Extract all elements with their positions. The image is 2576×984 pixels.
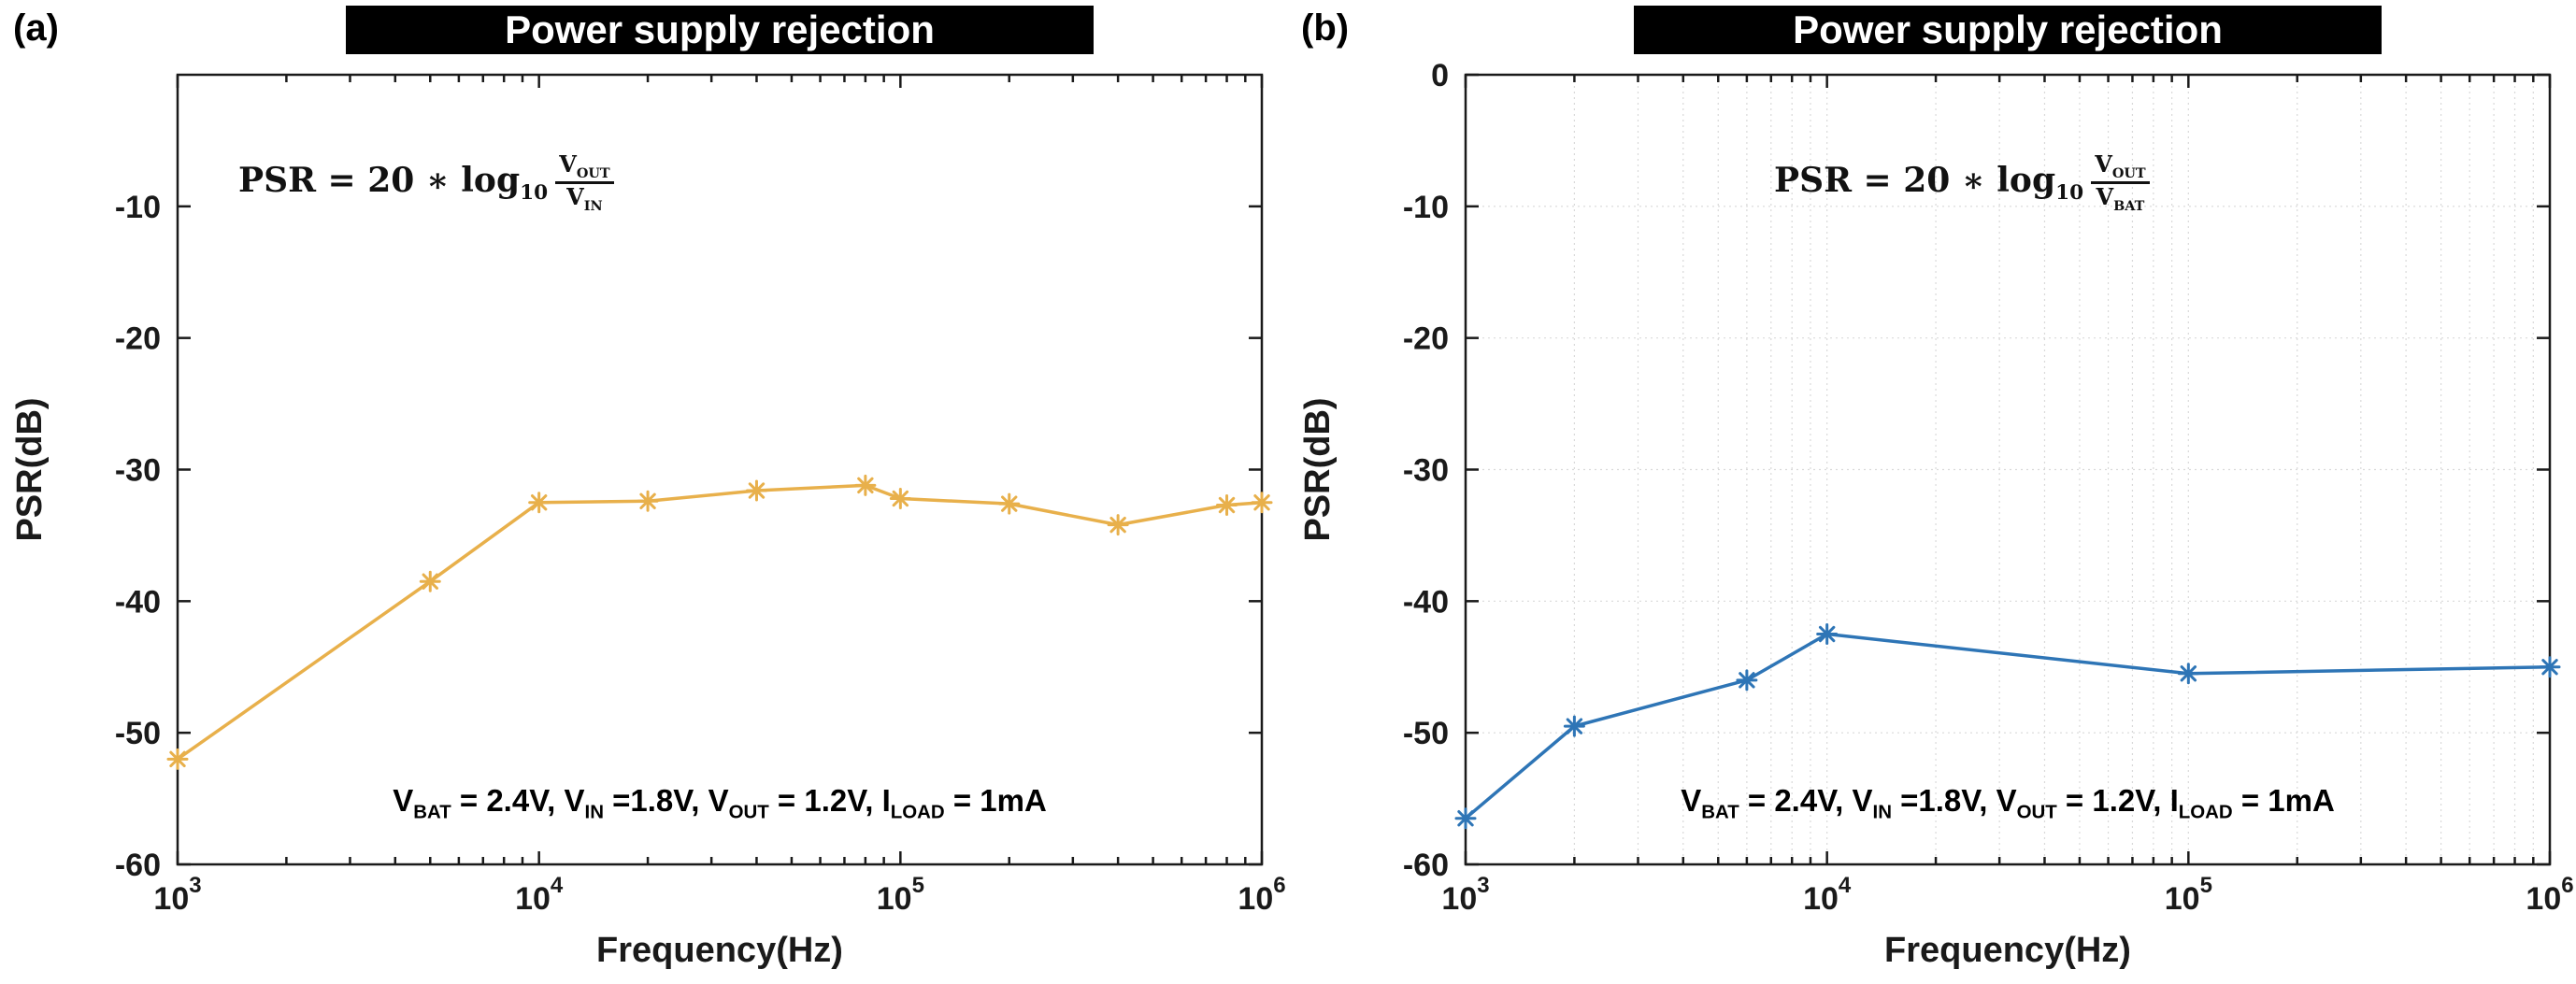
svg-text:106: 106 bbox=[2526, 873, 2573, 917]
panel-b: (b) Power supply rejection 103 104 105 106 0… bbox=[1288, 0, 2576, 984]
svg-text:105: 105 bbox=[2165, 873, 2212, 917]
panel-label-b: (b) bbox=[1301, 7, 1350, 49]
svg-text:PSR(dB): PSR(dB) bbox=[1298, 397, 1338, 541]
svg-text:-20: -20 bbox=[1403, 321, 1449, 357]
svg-text:104: 104 bbox=[1803, 873, 1852, 917]
svg-text:-30: -30 bbox=[115, 453, 161, 489]
svg-text:106: 106 bbox=[1238, 873, 1285, 917]
psr-formula-b: PSR = 20 ∗ log10 VOUT VBAT bbox=[1774, 151, 2150, 215]
svg-text:-40: -40 bbox=[1403, 584, 1449, 620]
svg-text:-10: -10 bbox=[115, 190, 161, 225]
svg-text:-60: -60 bbox=[1403, 848, 1449, 883]
svg-text:-40: -40 bbox=[115, 584, 161, 620]
svg-text:Frequency(Hz): Frequency(Hz) bbox=[596, 931, 843, 970]
svg-text:Frequency(Hz): Frequency(Hz) bbox=[1884, 931, 2131, 970]
svg-text:105: 105 bbox=[877, 873, 924, 917]
test-conditions-b: VBAT = 2.4V, VIN =1.8V, VOUT = 1.2V, ILO… bbox=[1681, 783, 2335, 823]
svg-text:103: 103 bbox=[1441, 873, 1489, 917]
psr-chart-a: 103 104 105 106 -10 -20 -30 -40 -50 -60 Frequency(… bbox=[10, 73, 1286, 970]
svg-text:0: 0 bbox=[1431, 58, 1449, 93]
psr-formula-a: PSR = 20 ∗ log10 VOUT VIN bbox=[238, 151, 614, 215]
svg-text:103: 103 bbox=[153, 873, 201, 917]
psr-chart-b: 103 104 105 106 0 -10 -20 -30 -40 -50 -60 Frequency… bbox=[1298, 58, 2574, 970]
svg-text:-10: -10 bbox=[1403, 190, 1449, 225]
test-conditions-a: VBAT = 2.4V, VIN =1.8V, VOUT = 1.2V, ILO… bbox=[393, 783, 1047, 823]
svg-text:-50: -50 bbox=[1403, 716, 1449, 751]
chart-title-b: Power supply rejection bbox=[1634, 6, 2382, 54]
panel-a: (a) Power supply rejection 103 104 105 106 -… bbox=[10, 6, 1286, 970]
svg-text:PSR(dB): PSR(dB) bbox=[10, 397, 50, 541]
svg-text:-60: -60 bbox=[115, 848, 161, 883]
svg-text:-30: -30 bbox=[1403, 453, 1449, 489]
chart-title-a: Power supply rejection bbox=[346, 6, 1094, 54]
svg-text:-20: -20 bbox=[115, 321, 161, 357]
panel-label-a: (a) bbox=[13, 7, 59, 49]
svg-text:-50: -50 bbox=[115, 716, 161, 751]
svg-text:104: 104 bbox=[515, 873, 564, 917]
